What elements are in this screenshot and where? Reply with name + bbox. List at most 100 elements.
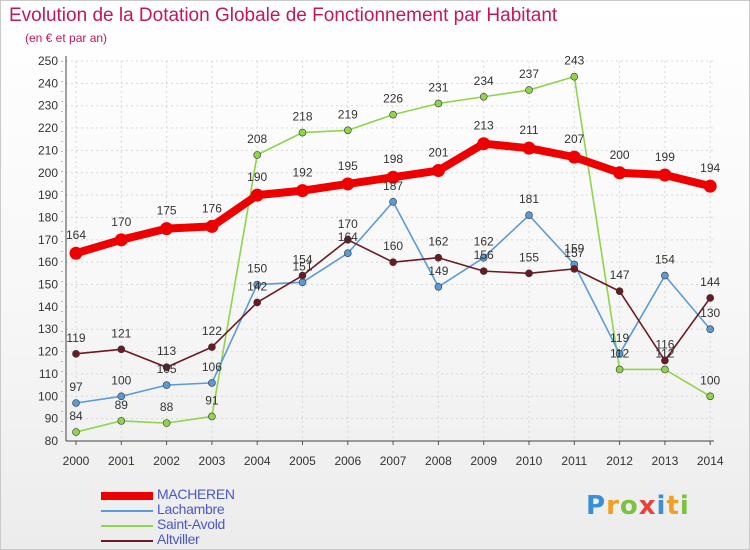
logo-letter: o: [619, 491, 639, 521]
data-label-lachambre: 119: [610, 331, 629, 345]
data-label-macheren: 164: [66, 228, 86, 242]
data-point-altviller: [661, 356, 669, 365]
data-label-saint-avold: 243: [564, 54, 584, 68]
data-label-macheren: 194: [700, 161, 720, 175]
data-point-macheren: [658, 168, 672, 182]
data-label-altviller: 142: [247, 279, 267, 293]
data-point-saint-avold: [343, 126, 352, 135]
data-point-altviller: [525, 269, 533, 278]
data-label-saint-avold: 112: [655, 346, 674, 360]
data-label-macheren: 170: [111, 215, 131, 229]
data-point-lachambre: [298, 278, 307, 287]
data-point-altviller: [208, 343, 216, 351]
data-point-saint-avold: [253, 151, 262, 159]
data-point-saint-avold: [434, 99, 443, 108]
data-label-altviller: 121: [111, 326, 131, 340]
data-label-altviller: 156: [474, 248, 494, 262]
data-label-saint-avold: 208: [247, 132, 267, 146]
y-tick-label: 180: [38, 210, 58, 224]
y-tick-label: 250: [38, 54, 58, 68]
data-point-saint-avold: [525, 86, 533, 94]
data-point-macheren: [296, 184, 309, 198]
data-label-altviller: 155: [519, 250, 539, 264]
data-point-lachambre: [72, 399, 80, 407]
data-label-altviller: 162: [428, 235, 448, 249]
data-label-saint-avold: 112: [610, 346, 629, 360]
data-point-saint-avold: [162, 419, 171, 427]
y-tick-label: 140: [38, 300, 58, 314]
legend-swatch-altviller: [101, 540, 153, 542]
data-point-saint-avold: [570, 72, 579, 81]
data-label-saint-avold: 226: [383, 92, 403, 106]
y-tick-label: 220: [38, 121, 58, 135]
data-point-macheren: [431, 164, 445, 178]
data-point-lachambre: [479, 253, 488, 262]
x-tick-label: 2014: [697, 454, 724, 468]
y-tick-label: 170: [38, 233, 58, 247]
data-point-altviller: [434, 253, 443, 262]
data-point-altviller: [298, 271, 307, 280]
data-label-saint-avold: 100: [700, 373, 720, 387]
x-tick-label: 2000: [63, 454, 90, 468]
data-point-altviller: [706, 294, 715, 302]
data-label-altviller: 113: [157, 344, 176, 358]
x-tick-label: 2003: [199, 454, 226, 468]
y-tick-label: 130: [38, 322, 58, 336]
data-label-lachambre: 97: [69, 380, 83, 394]
legend-label-lachambre: Lachambre: [157, 501, 225, 517]
data-label-lachambre: 162: [474, 235, 494, 249]
proxiti-logo: Proxiti: [586, 491, 690, 521]
data-label-macheren: 192: [292, 166, 312, 180]
data-label-macheren: 176: [202, 201, 222, 215]
data-label-lachambre: 150: [247, 262, 267, 276]
data-label-macheren: 201: [428, 146, 448, 160]
data-label-saint-avold: 89: [115, 398, 129, 412]
data-label-macheren: 175: [157, 204, 177, 218]
data-point-lachambre: [706, 325, 715, 334]
data-label-macheren: 195: [338, 159, 358, 173]
data-point-lachambre: [162, 381, 171, 389]
data-label-lachambre: 100: [111, 373, 131, 387]
data-label-altviller: 122: [202, 324, 222, 338]
data-point-lachambre: [525, 211, 533, 220]
data-label-lachambre: 106: [202, 360, 222, 374]
data-label-saint-avold: 218: [292, 110, 312, 124]
y-tick-label: 90: [45, 412, 59, 426]
data-point-saint-avold: [117, 417, 126, 425]
legend-label-macheren: MACHEREN: [157, 486, 235, 502]
data-point-saint-avold: [389, 110, 397, 119]
data-point-saint-avold: [298, 128, 307, 137]
legend-label-altviller: Altviller: [157, 531, 200, 547]
data-point-altviller: [570, 265, 579, 273]
y-tick-label: 150: [38, 278, 58, 292]
data-point-altviller: [72, 350, 80, 358]
data-label-saint-avold: 219: [338, 107, 358, 121]
data-label-lachambre: 130: [700, 306, 720, 320]
data-point-altviller: [162, 363, 171, 372]
data-point-altviller: [253, 298, 262, 307]
data-point-saint-avold: [615, 365, 624, 374]
logo-letter: x: [638, 491, 657, 521]
data-point-macheren: [250, 188, 264, 202]
y-tick-label: 190: [38, 188, 58, 202]
logo-letter: i: [656, 491, 667, 521]
data-point-macheren: [69, 246, 83, 260]
x-tick-label: 2009: [470, 454, 497, 468]
y-tick-label: 210: [38, 143, 58, 157]
logo-letter: P: [586, 491, 607, 521]
data-label-macheren: 200: [610, 148, 630, 162]
data-label-altviller: 116: [655, 338, 674, 352]
data-label-lachambre: 187: [383, 179, 403, 193]
data-point-lachambre: [117, 392, 126, 401]
data-label-saint-avold: 88: [160, 400, 174, 414]
data-label-altviller: 154: [292, 253, 312, 267]
data-point-altviller: [117, 345, 126, 354]
data-point-macheren: [703, 179, 717, 193]
data-point-lachambre: [661, 271, 669, 280]
data-point-lachambre: [208, 379, 216, 387]
data-label-saint-avold: 91: [205, 393, 219, 407]
legend-label-saint-avold: Saint-Avold: [157, 516, 226, 532]
data-point-altviller: [615, 287, 624, 296]
logo-letter: r: [606, 491, 620, 521]
